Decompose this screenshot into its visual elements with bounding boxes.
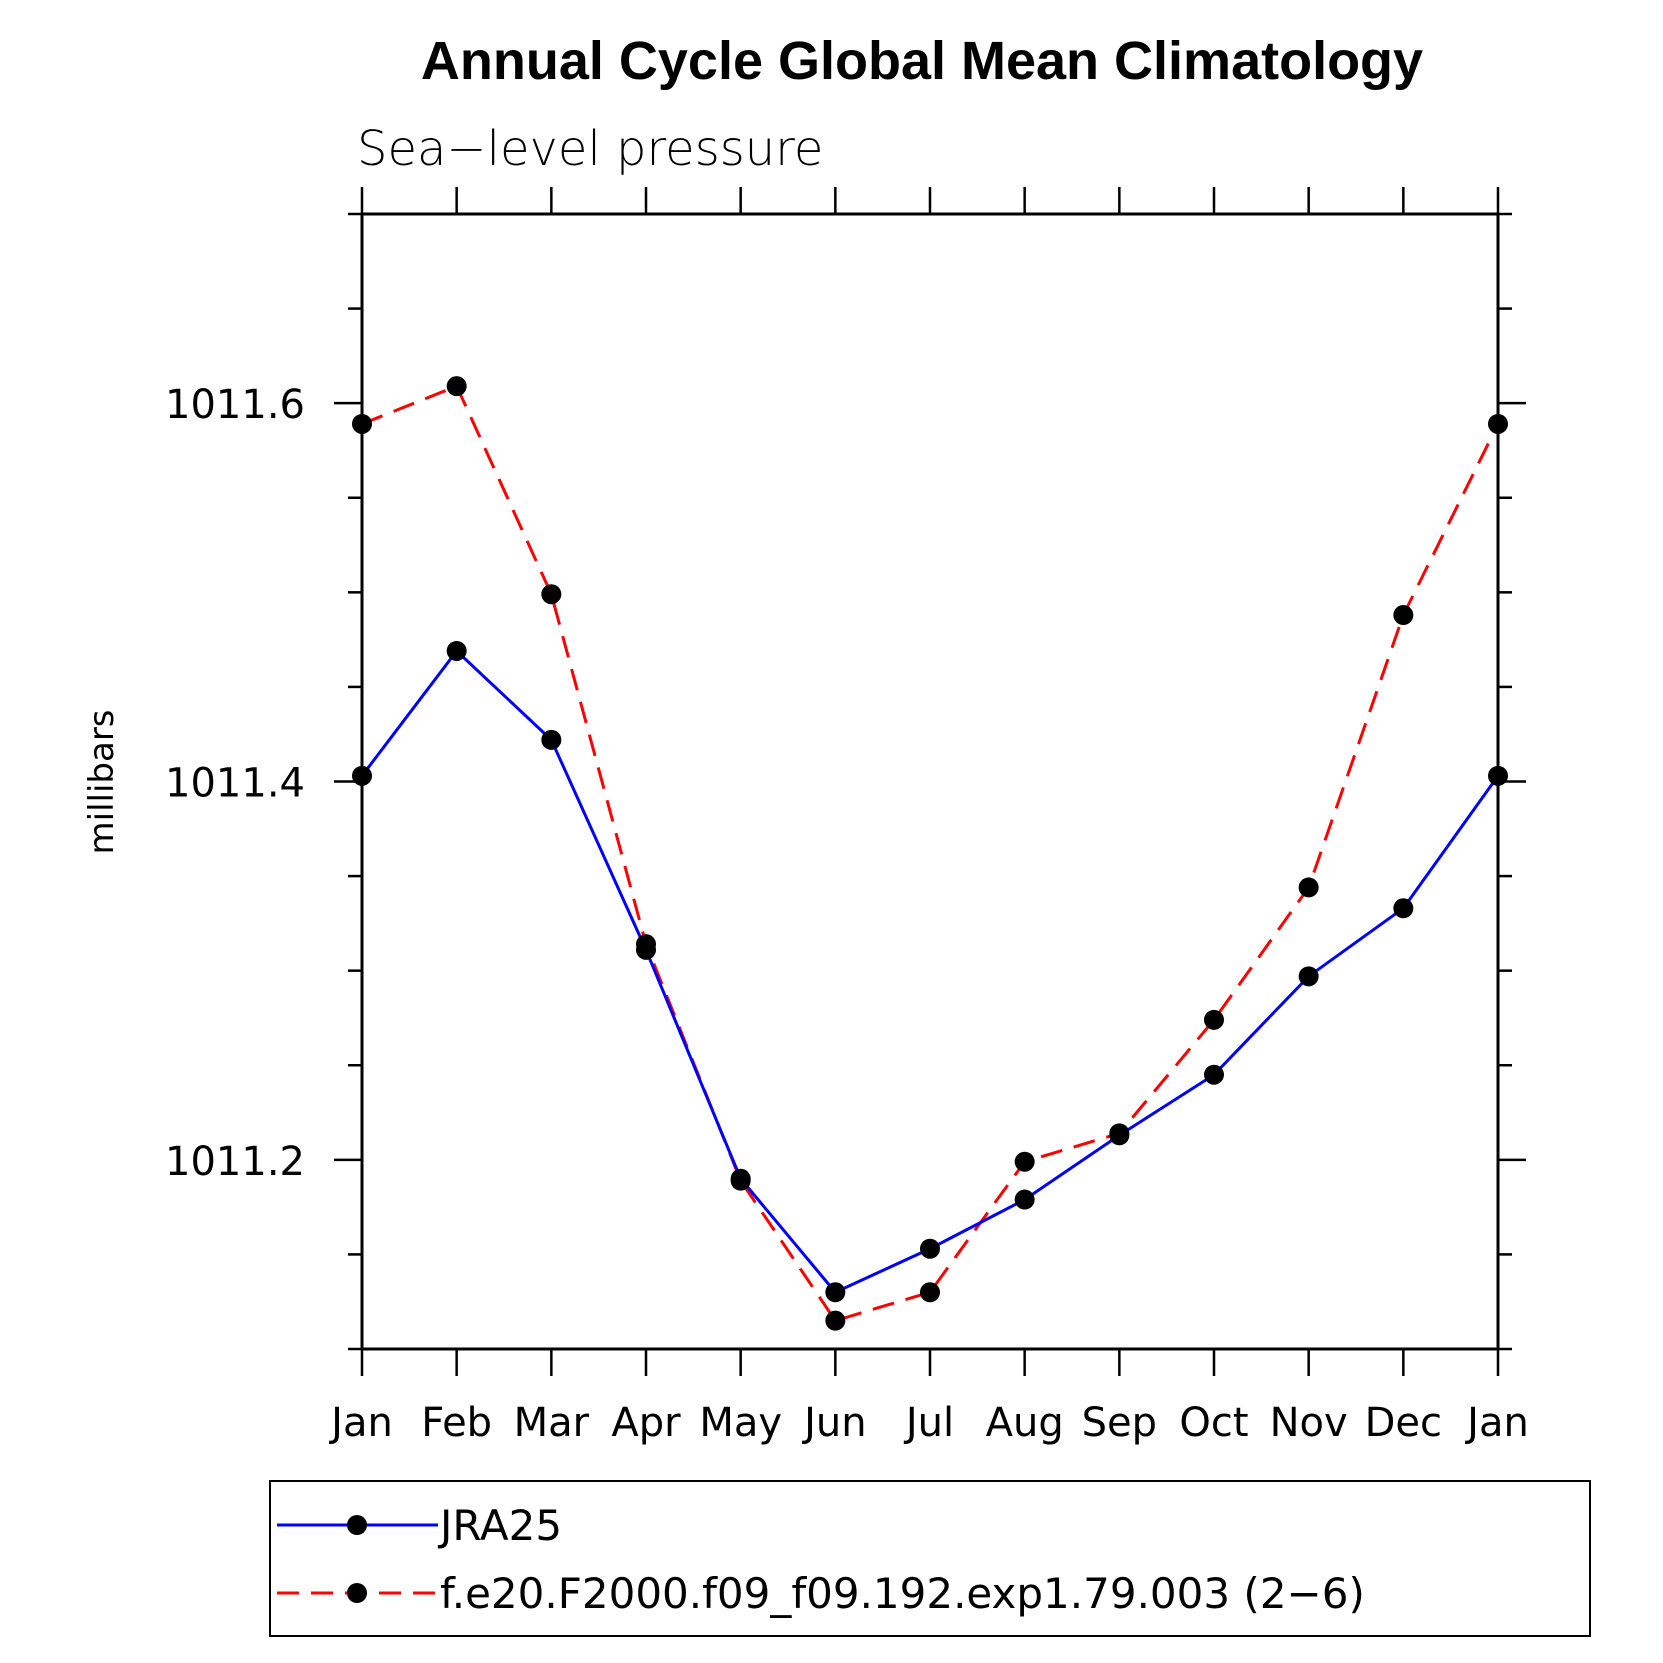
x-tick-label: Jan [1464, 1400, 1529, 1446]
data-point-series0 [730, 1168, 751, 1189]
legend-marker-jra25 [347, 1515, 367, 1535]
data-point-series0 [1014, 1189, 1035, 1210]
data-point-series0 [1393, 898, 1414, 919]
data-point-series0 [1204, 1064, 1224, 1085]
x-tick-label: Oct [1179, 1400, 1248, 1446]
x-tick-label: May [699, 1400, 782, 1446]
legend-box [269, 1480, 1591, 1637]
x-tick-label: Feb [421, 1400, 492, 1446]
data-point-series0 [825, 1282, 846, 1303]
y-tick-label: 1011.6 [165, 382, 305, 428]
chart-title: Annual Cycle Global Mean Climatology [421, 31, 1423, 91]
legend-label-exp: f.e20.F2000.f09_f09.192.exp1.79.003 (2−6… [440, 1569, 1365, 1618]
data-point-series1 [541, 584, 562, 605]
data-point-series1 [1014, 1151, 1035, 1172]
data-point-series1 [920, 1282, 940, 1303]
data-point-series0 [446, 640, 467, 661]
series-layer [352, 376, 1508, 1331]
data-point-series1 [1393, 605, 1414, 626]
series-line-1 [361, 384, 1500, 1323]
legend-label-jra25: JRA25 [437, 1501, 562, 1550]
y-tick-label: 1011.2 [165, 1139, 305, 1185]
series-line-0 [360, 648, 1500, 1295]
data-point-series0 [1298, 966, 1319, 987]
x-tick-label: Jun [801, 1400, 867, 1446]
x-tick-label: Mar [514, 1400, 590, 1446]
data-point-series0 [352, 765, 372, 786]
axis-ticks [334, 187, 1526, 1376]
x-tick-label: Dec [1365, 1400, 1442, 1446]
x-tick-label: Sep [1082, 1400, 1157, 1446]
data-point-series0 [541, 729, 562, 750]
data-point-series1 [825, 1310, 846, 1331]
data-point-series1 [446, 376, 467, 397]
y-axis-label: millibars [82, 709, 122, 854]
data-point-series1 [1204, 1009, 1224, 1030]
data-point-series0 [636, 939, 656, 960]
x-tick-label: Apr [611, 1400, 681, 1446]
chart-subtitle: Sea−level pressure [357, 121, 823, 177]
data-point-series0 [1488, 765, 1508, 786]
x-tick-label: Nov [1270, 1400, 1348, 1446]
x-tick-label: Jan [328, 1400, 393, 1446]
x-tick-label: Aug [986, 1400, 1064, 1446]
data-point-series0 [920, 1238, 940, 1259]
plot-frame [360, 212, 1500, 1351]
x-tick-labels: Jan Feb Mar Apr May Jun Jul Aug Sep Oct Nov Dec Jan [328, 1400, 1529, 1446]
y-tick-label: 1011.4 [165, 761, 305, 807]
data-point-series1 [1488, 413, 1508, 434]
data-point-series0 [1109, 1125, 1130, 1146]
y-tick-labels: 1011.2 1011.4 1011.6 [165, 382, 305, 1185]
data-point-series1 [1298, 877, 1319, 898]
legend: JRA25 f.e20.F2000.f09_f09.192.exp1.79.00… [269, 1480, 1591, 1637]
x-tick-label: Jul [903, 1400, 954, 1446]
legend-marker-exp [347, 1583, 367, 1603]
data-point-series1 [352, 413, 372, 434]
